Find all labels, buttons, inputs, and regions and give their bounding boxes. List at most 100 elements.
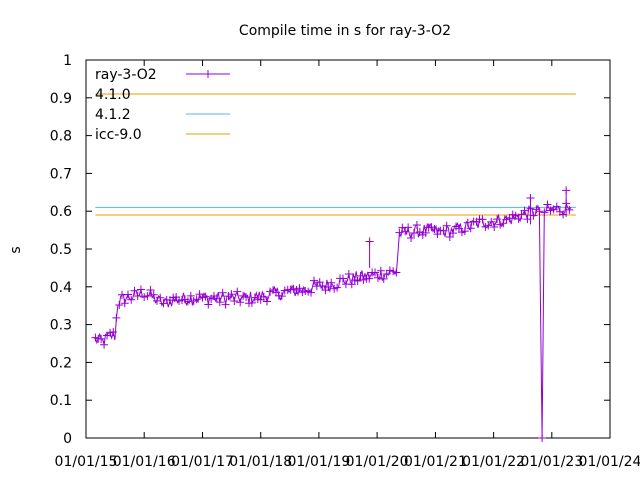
y-tick-label: 0.4	[50, 280, 72, 296]
data-point	[365, 237, 374, 246]
data-point	[112, 313, 121, 322]
y-tick-label: 0.5	[50, 242, 72, 258]
data-point	[149, 290, 158, 299]
data-point	[109, 328, 118, 337]
y-tick-label: 0.1	[50, 393, 72, 409]
x-tick-label: 01/01/24	[579, 454, 640, 470]
data-point	[353, 276, 362, 285]
data-point	[401, 227, 410, 236]
data-point	[389, 267, 398, 276]
data-point	[242, 293, 251, 302]
data-point	[133, 292, 142, 301]
data-point	[543, 200, 552, 209]
data-point	[159, 299, 168, 308]
data-point	[538, 434, 547, 442]
legend-label: icc-9.0	[95, 127, 142, 143]
data-point	[146, 285, 155, 294]
data-point	[421, 228, 430, 237]
data-point	[221, 300, 230, 309]
data-point	[100, 340, 109, 349]
data-point	[277, 292, 286, 301]
y-ticks: 0 0.1 0.2 0.3 0.4 0.5 0.6 0.7 0.8 0.9 1	[50, 53, 610, 447]
y-tick-label: 0.8	[50, 129, 72, 145]
legend-label: ray-3-O2	[95, 67, 157, 83]
data-point	[201, 292, 210, 301]
x-tick-label: 01/01/17	[171, 454, 234, 470]
x-tick-label: 01/01/20	[346, 454, 409, 470]
data-point	[490, 223, 499, 232]
y-tick-label: 0.2	[50, 355, 72, 371]
y-axis-label: s	[8, 246, 24, 253]
data-point	[460, 227, 469, 236]
data-point	[412, 220, 421, 229]
data-point	[562, 186, 571, 195]
data-point	[430, 224, 439, 233]
data-point	[442, 221, 451, 230]
data-point	[466, 224, 475, 233]
legend-label: 4.1.2	[95, 107, 131, 123]
data-point	[140, 292, 149, 301]
x-tick-label: 01/01/18	[229, 454, 292, 470]
data-point	[463, 218, 472, 227]
data-point	[385, 266, 394, 275]
data-point	[552, 202, 561, 211]
data-point	[333, 283, 342, 292]
data-point	[392, 268, 401, 277]
legend-marker	[204, 70, 212, 78]
data-point	[535, 207, 544, 216]
data-point	[407, 234, 416, 243]
data-point	[520, 206, 529, 215]
data-point	[215, 298, 224, 307]
plot-frame	[85, 59, 611, 439]
data-point	[307, 288, 316, 297]
data-point	[448, 229, 457, 238]
data-point	[382, 270, 391, 279]
data-point	[338, 274, 347, 283]
data-point	[487, 217, 496, 226]
series-markers-ray-3-O2	[91, 186, 574, 442]
data-point	[493, 215, 502, 224]
data-point	[192, 295, 201, 304]
data-point	[218, 288, 227, 297]
data-point	[233, 287, 242, 296]
data-point	[514, 214, 523, 223]
data-point	[106, 328, 115, 337]
data-point	[404, 223, 413, 232]
data-point	[395, 228, 404, 237]
x-tick-label: 01/01/16	[113, 454, 176, 470]
data-point	[143, 291, 152, 300]
data-point	[540, 208, 549, 217]
data-point	[262, 297, 271, 306]
data-point	[439, 226, 448, 235]
data-point	[478, 215, 487, 224]
data-point	[127, 295, 136, 304]
chart-title: Compile time in s for ray-3-O2	[239, 23, 451, 39]
data-point	[327, 278, 336, 287]
data-point	[365, 274, 374, 283]
x-tick-label: 01/01/15	[55, 454, 118, 470]
data-point	[230, 297, 239, 306]
y-tick-label: 0.9	[50, 91, 72, 107]
data-point	[344, 269, 353, 278]
x-tick-label: 01/01/22	[462, 454, 525, 470]
data-point	[152, 296, 161, 305]
data-point	[227, 290, 236, 299]
data-point	[324, 282, 333, 291]
data-point	[318, 281, 327, 290]
data-point	[97, 334, 106, 343]
y-tick-label: 0.3	[50, 318, 72, 334]
data-point	[247, 298, 256, 307]
series-layer	[91, 93, 576, 442]
data-point	[309, 276, 318, 285]
data-point	[120, 299, 129, 308]
data-point	[371, 268, 380, 277]
y-tick-label: 0.6	[50, 204, 72, 220]
data-point	[259, 292, 268, 301]
x-tick-label: 01/01/19	[287, 454, 350, 470]
data-point	[136, 285, 145, 294]
series-line-ray-3-O2	[94, 201, 572, 439]
data-point	[123, 290, 132, 299]
data-point	[379, 274, 388, 283]
data-point	[115, 301, 124, 310]
